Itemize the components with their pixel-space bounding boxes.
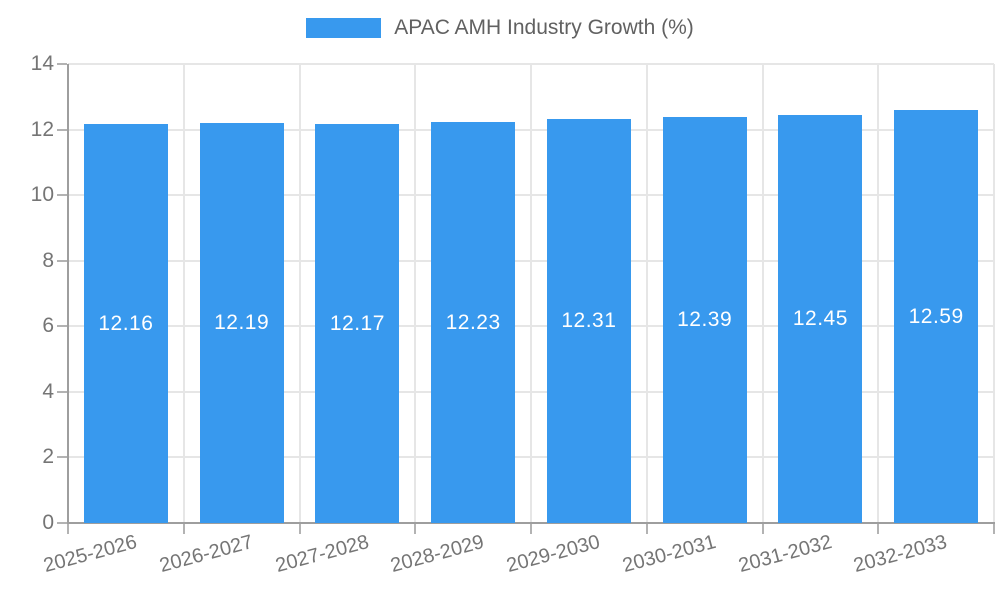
legend-swatch-icon [306,18,382,38]
x-gridline [182,64,185,523]
y-axis-tick [57,325,67,328]
bar[interactable]: 12.23 [431,122,516,523]
y-axis-tick-label: 12 [30,117,54,141]
bar[interactable]: 12.45 [778,114,863,523]
y-axis-tick [57,194,67,197]
x-axis-tick-label: 2026-2027 [157,531,256,578]
bar[interactable]: 12.16 [83,124,168,523]
bar-value-label: 12.45 [792,306,848,330]
bar[interactable]: 12.17 [315,124,400,523]
x-gridline [645,64,648,523]
y-axis-tick-label: 6 [42,314,54,338]
y-axis-line [67,64,69,523]
bar-value-label: 12.31 [561,309,617,333]
bar[interactable]: 12.39 [662,116,747,523]
bar-value-label: 12.23 [445,310,501,334]
y-axis-tick [57,522,67,524]
y-axis-tick-label: 4 [42,379,54,403]
y-axis-tick-label: 2 [42,445,54,469]
x-axis-tick [530,524,532,534]
x-axis-labels: 2025-2026 2026-2027 2027-2028 2028-2029 2029… [41,531,994,600]
bar-value-label: 12.19 [214,311,270,335]
y-axis-tick-label: 14 [30,52,54,75]
x-axis-tick [414,524,417,534]
chart-legend[interactable]: APAC AMH Industry Growth (%) [0,16,1000,40]
x-gridline [993,64,995,523]
y-axis-tick-label: 0 [42,511,54,534]
y-axis-tick-label: 10 [30,183,54,207]
x-gridline [298,64,301,523]
bar[interactable]: 12.19 [199,123,284,523]
x-axis-line [67,522,995,524]
y-axis-tick [57,63,67,65]
x-axis-tick-label: 2025-2026 [41,531,140,578]
y-axis-labels: 0 2 4 6 8 10 12 14 [0,53,54,534]
x-axis-tick-label: 2032-2033 [851,531,950,578]
x-gridline [530,64,532,523]
x-axis-tick [877,524,880,534]
x-axis-tick-label: 2031-2032 [735,531,835,578]
y-axis-tick-label: 8 [42,248,54,272]
x-axis-tick-label: 2030-2031 [620,531,719,578]
x-axis-tick [645,524,648,534]
x-axis-tick-label: 2028-2029 [388,531,487,578]
y-axis-tick [57,128,67,131]
y-axis-tick [57,390,67,393]
x-axis-tick-label: 2027-2028 [272,531,372,578]
y-axis-tick [57,259,67,262]
x-gridline [761,64,764,523]
x-axis-tick [182,524,185,534]
x-axis-tick [67,524,69,534]
y-axis-tick [57,456,67,459]
bar-value-label: 12.17 [329,311,385,335]
legend-label: APAC AMH Industry Growth (%) [394,16,694,39]
bar-value-label: 12.39 [677,307,733,331]
plot-area: 12.16 12.19 12.17 12.23 12.31 12.39 12.45 12.59 [57,63,995,534]
x-axis-tick-label: 2029-2030 [504,531,603,578]
x-gridline [877,64,880,523]
x-gridline [414,64,417,523]
x-axis-tick [761,524,764,534]
x-axis-tick [298,524,301,534]
bar[interactable]: 12.59 [894,110,979,523]
x-axis-tick [993,524,995,534]
bar-value-label: 12.59 [908,304,964,328]
bar-value-label: 12.16 [98,311,154,335]
bar[interactable]: 12.31 [546,119,631,523]
